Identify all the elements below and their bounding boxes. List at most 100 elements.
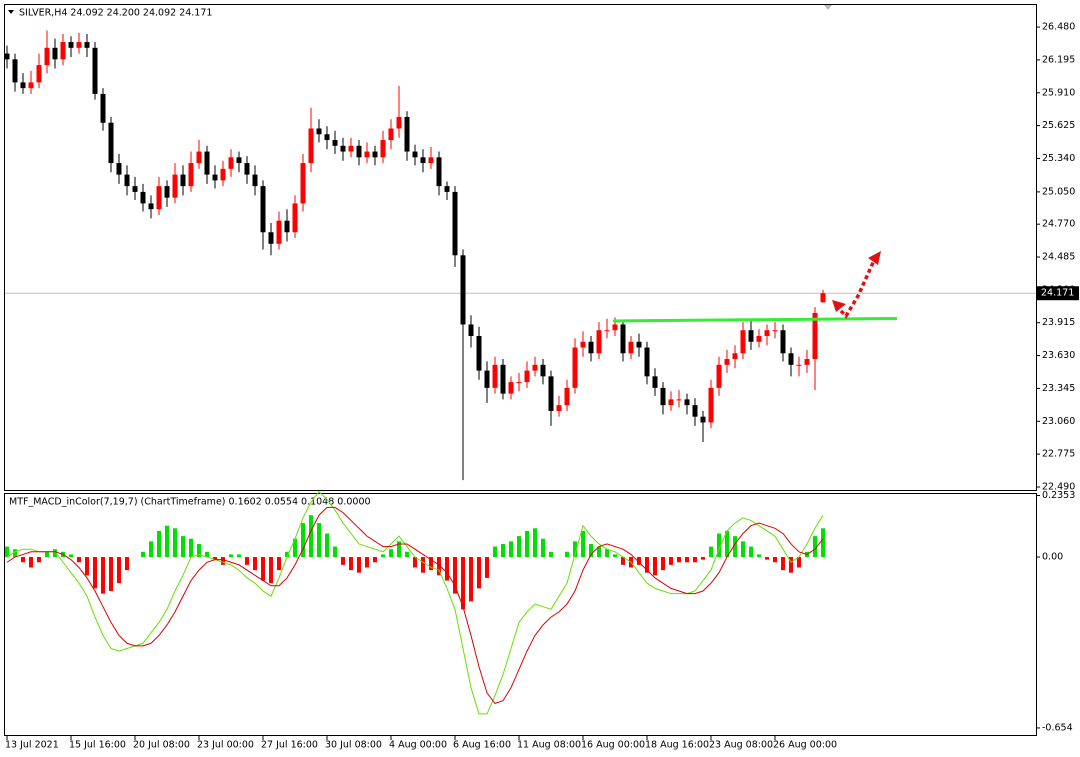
histogram-bar (749, 546, 753, 558)
candle-body (332, 140, 338, 146)
histogram-bar (485, 557, 489, 578)
histogram-bar (637, 557, 641, 565)
candle-body (164, 186, 170, 198)
breakout-arrow[interactable] (834, 255, 878, 319)
candle-body (228, 157, 234, 169)
histogram-bar (765, 557, 769, 560)
breakout-arrow-tail[interactable] (832, 300, 846, 312)
histogram-bar (317, 523, 321, 558)
candle-body (460, 255, 466, 325)
histogram-bar (645, 557, 649, 573)
x-tick-label: 23 Jul 00:00 (197, 740, 254, 751)
x-tick-label: 16 Aug 00:00 (581, 740, 645, 751)
candle-body (260, 186, 266, 233)
y-tick-label: 22.490 (1042, 482, 1075, 493)
y-tick-label: 22.775 (1042, 449, 1075, 460)
resistance-line[interactable] (612, 317, 898, 323)
histogram-bar (293, 538, 297, 558)
candle-body (796, 364, 802, 366)
x-tick-label: 13 Jul 2021 (5, 740, 59, 751)
histogram-bar (397, 541, 401, 558)
histogram-bar (565, 551, 569, 558)
histogram-bar (445, 557, 449, 581)
histogram-bar (357, 557, 361, 573)
x-tick-label: 26 Aug 00:00 (773, 740, 837, 751)
candle-body (684, 399, 690, 406)
candle-body (356, 145, 362, 158)
candle-body (444, 186, 450, 192)
histogram-bar (301, 523, 305, 558)
histogram-bar (205, 551, 209, 558)
histogram-bar (117, 557, 121, 584)
candle-body (740, 330, 746, 354)
histogram-bar (53, 549, 57, 558)
histogram-bar (213, 557, 217, 560)
histogram-bar (269, 557, 273, 584)
macd-line (6, 506, 824, 704)
x-tick-label: 4 Aug 00:00 (389, 740, 447, 751)
candle-body (324, 134, 330, 141)
candle-body (436, 157, 442, 187)
candle-body (380, 140, 386, 158)
histogram-bar (141, 551, 145, 558)
candle-body (68, 42, 74, 48)
histogram-bar (493, 546, 497, 558)
candle-body (644, 347, 650, 377)
histogram-bar (685, 557, 689, 563)
candle-body (284, 220, 290, 233)
candle-body (140, 191, 146, 204)
candle-body (724, 359, 730, 365)
candle-body (292, 203, 298, 233)
candle-body (476, 335, 482, 371)
histogram-bar (109, 557, 113, 592)
histogram-bar (613, 554, 617, 558)
candle-body (124, 174, 130, 187)
candle-body (748, 330, 754, 342)
x-tick-label: 11 Aug 08:00 (517, 740, 581, 751)
histogram-bar (549, 551, 553, 558)
y-tick-label: 0.2353 (1042, 490, 1075, 501)
candle-body (756, 335, 762, 342)
histogram-bar (373, 557, 377, 563)
histogram-bar (661, 557, 665, 571)
candle-body (420, 157, 426, 164)
histogram-bar (93, 557, 97, 589)
candle-body (308, 128, 314, 164)
candle-body (596, 330, 602, 354)
candle-body (276, 220, 282, 244)
candle-body (36, 65, 42, 83)
histogram-bar (85, 557, 89, 576)
candle-body (388, 128, 394, 141)
candle-body (156, 186, 162, 210)
candle-body (428, 157, 434, 164)
candle-body (820, 293, 826, 303)
y-tick-label: 25.625 (1042, 120, 1075, 131)
y-tick-label: 23.915 (1042, 317, 1075, 328)
y-tick-label: 24.485 (1042, 252, 1075, 263)
candle-body (764, 330, 770, 336)
histogram-bar (245, 557, 249, 565)
histogram-bar (669, 557, 673, 565)
histogram-bar (453, 557, 457, 594)
histogram-bar (469, 557, 473, 602)
panel-menu-icon[interactable] (8, 10, 14, 14)
histogram-bar (69, 554, 73, 558)
candle-body (108, 122, 114, 164)
candle-body (300, 163, 306, 204)
histogram-bar (13, 549, 17, 558)
histogram-bar (573, 541, 577, 558)
candle-body (116, 163, 122, 175)
histogram-bar (333, 546, 337, 558)
candle-body (196, 151, 202, 164)
histogram-bar (757, 554, 761, 558)
candle-body (220, 168, 226, 181)
breakout-arrow-head[interactable] (868, 251, 881, 265)
histogram-bar (773, 557, 777, 563)
histogram-bar (21, 557, 25, 563)
candle-body (20, 82, 26, 89)
chart-shift-marker (824, 5, 832, 10)
candle-body (468, 324, 474, 336)
candle-body (132, 186, 138, 192)
x-tick-label: 27 Jul 16:00 (261, 740, 318, 751)
histogram-bar (733, 536, 737, 558)
